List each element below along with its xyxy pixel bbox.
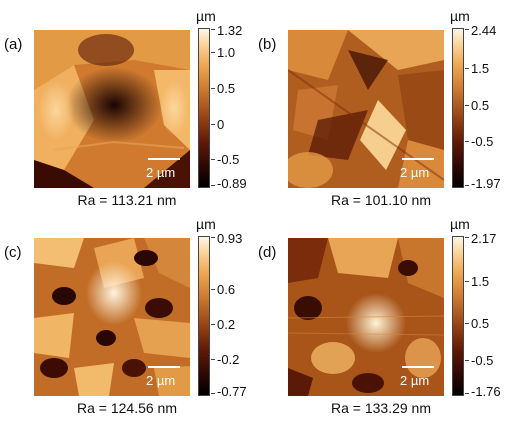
panel-label: (b) — [258, 36, 277, 53]
panel-a: (a) 2 µm µm 1.32 — [0, 0, 254, 215]
panel-b: (b) 2 µm µm 2.44 1.5 0.5 -0.5 -1.97 Ra =… — [254, 0, 508, 215]
scale-label: 2 µm — [400, 373, 430, 388]
colorbar-unit: µm — [450, 216, 470, 232]
colorbar-unit: µm — [196, 216, 216, 232]
colorbar-tick: -0.89 — [217, 176, 247, 191]
colorbar-tick: -0.5 — [471, 353, 494, 368]
scale-bar — [148, 158, 180, 160]
scale-label: 2 µm — [400, 165, 430, 180]
colorbar-tick: 0.5 — [471, 316, 490, 331]
roughness-label: Ra = 113.21 nm — [77, 192, 177, 208]
roughness-label: Ra = 124.56 nm — [76, 400, 177, 416]
colorbar-tick: 1.32 — [217, 23, 243, 38]
colorbar-tick: 0.5 — [217, 81, 236, 96]
panel-label: (a) — [4, 36, 23, 53]
colorbar — [198, 28, 210, 188]
afm-height-map: 2 µm — [34, 30, 190, 188]
colorbar-tick: -0.5 — [471, 134, 494, 149]
afm-height-map: 2 µm — [288, 30, 444, 188]
colorbar-tick: 1.5 — [471, 61, 490, 76]
colorbar-tick: 0 — [217, 117, 225, 132]
colorbar-tick: 0.5 — [471, 98, 490, 113]
colorbar — [452, 236, 464, 396]
colorbar — [452, 28, 464, 188]
roughness-label: Ra = 133.29 nm — [330, 400, 431, 416]
colorbar-tick: 0.93 — [217, 231, 243, 246]
panel-label: (c) — [4, 244, 22, 261]
panel-c: (c) 2 µm µm 0.93 — [0, 208, 254, 423]
roughness-label: Ra = 101.10 nm — [330, 192, 431, 208]
afm-height-map: 2 µm — [288, 238, 444, 396]
colorbar-tick: 1.0 — [217, 45, 236, 60]
scale-bar — [148, 366, 180, 368]
colorbar — [198, 236, 210, 396]
colorbar-tick: 0.2 — [217, 317, 236, 332]
panel-d: (d) 2 µm µm 2.17 1.5 — [254, 208, 508, 423]
colorbar-tick: 2.44 — [471, 23, 497, 38]
colorbar-unit: µm — [450, 8, 470, 24]
colorbar-tick: 2.17 — [471, 231, 497, 246]
colorbar-unit: µm — [196, 8, 216, 24]
colorbar-tick: -1.76 — [471, 384, 501, 399]
colorbar-tick: -0.77 — [217, 384, 247, 399]
colorbar-tick: 1.5 — [471, 274, 490, 289]
scale-bar — [402, 366, 434, 368]
scale-label: 2 µm — [146, 373, 176, 388]
afm-height-map: 2 µm — [34, 238, 190, 396]
colorbar-tick: 0.6 — [217, 282, 236, 297]
colorbar-tick: -1.97 — [471, 176, 501, 191]
colorbar-tick: -0.5 — [217, 152, 240, 167]
scale-label: 2 µm — [146, 165, 176, 180]
colorbar-tick: -0.2 — [217, 352, 240, 367]
scale-bar — [402, 158, 434, 160]
panel-label: (d) — [258, 244, 277, 261]
